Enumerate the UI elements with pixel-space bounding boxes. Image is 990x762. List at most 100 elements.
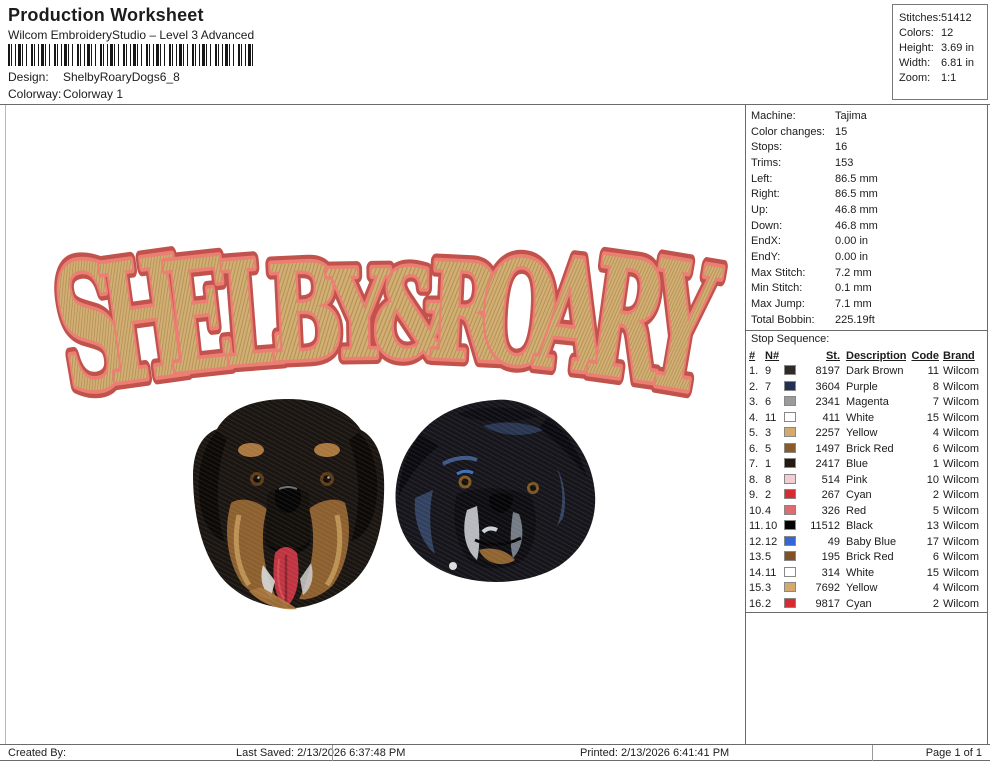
stop-sequence-title: Stop Sequence: <box>751 332 830 345</box>
col-header-swatch <box>782 348 803 364</box>
svg-text:R: R <box>426 234 506 392</box>
row-brand: Wilcom <box>943 473 980 486</box>
row-brand: Wilcom <box>943 442 980 455</box>
machine-info-row: Trims: 153 <box>746 155 987 171</box>
design-barcode <box>8 44 254 66</box>
row-stitches: 314 <box>821 566 840 579</box>
machine-info-label: Trims: <box>751 156 782 169</box>
stats-label: Width: <box>899 57 931 69</box>
dog-right-illustration <box>395 399 596 582</box>
row-num: 11. <box>749 520 764 533</box>
color-swatch <box>784 380 796 391</box>
design-preview: S H E L B Y & R O A R Y S H E L B Y & R O A R Y <box>5 105 745 744</box>
machine-info-row: Left: 86.5 mm <box>746 171 987 187</box>
colorway-row: Colorway: Colorway 1 <box>8 87 123 101</box>
row-description: Pink <box>846 473 868 486</box>
row-num: 7. <box>749 458 759 471</box>
row-description: Baby Blue <box>846 535 897 548</box>
row-code: 2 <box>932 597 939 610</box>
machine-info-row: Max Stitch: 7.2 mm <box>746 265 987 281</box>
col-header-description: Description <box>846 349 906 362</box>
app-subtitle: Wilcom EmbroideryStudio – Level 3 Advanc… <box>8 28 255 42</box>
machine-info-row: Total Bobbin: 225.19ft <box>746 312 987 328</box>
row-stitches: 411 <box>822 411 840 424</box>
machine-info-value: 0.00 in <box>835 251 869 264</box>
stats-value: 12 <box>941 27 954 39</box>
row-code: 11 <box>927 365 939 378</box>
machine-info-row: Up: 46.8 mm <box>746 202 987 218</box>
row-stitches: 3604 <box>815 380 840 393</box>
stop-sequence-row: 9. 2 267 Cyan 2 Wilcom <box>746 488 984 504</box>
row-code: 13 <box>926 520 939 533</box>
row-needle: 4 <box>765 504 772 517</box>
row-brand: Wilcom <box>943 535 980 548</box>
row-num: 5. <box>749 427 759 440</box>
row-num: 12. <box>749 535 765 548</box>
machine-info-block: Machine: Tajima Color changes: 15 Stops:… <box>746 105 987 328</box>
machine-info-value: 46.8 mm <box>835 203 878 216</box>
stop-sequence-row: 3. 6 2341 Magenta 7 Wilcom <box>746 395 984 411</box>
row-stitches: 1497 <box>815 442 840 455</box>
machine-info-label: Min Stitch: <box>751 282 803 295</box>
row-description: Blue <box>846 458 869 471</box>
row-needle: 3 <box>765 582 772 595</box>
row-brand: Wilcom <box>943 458 980 471</box>
stop-sequence-row: 16. 2 9817 Cyan 2 Wilcom <box>746 596 984 612</box>
color-swatch <box>784 396 796 407</box>
row-stitches: 11512 <box>810 520 840 533</box>
row-brand: Wilcom <box>943 566 980 579</box>
svg-text:B: B <box>265 234 346 392</box>
row-code: 5 <box>932 504 939 517</box>
row-num: 8. <box>749 473 759 486</box>
row-code: 6 <box>932 442 939 455</box>
design-name-row: Design: ShelbyRoaryDogs6_8 <box>8 70 180 84</box>
row-description: Cyan <box>846 597 872 610</box>
machine-info-panel: Machine: Tajima Color changes: 15 Stops:… <box>745 105 988 744</box>
row-num: 14. <box>749 566 765 579</box>
row-description: Yellow <box>846 427 878 440</box>
color-swatch <box>784 566 796 577</box>
row-needle: 2 <box>765 489 772 502</box>
row-needle: 12 <box>765 535 778 548</box>
col-header-brand: Brand <box>943 349 975 362</box>
row-needle: 9 <box>765 365 772 378</box>
row-stitches: 514 <box>821 473 840 486</box>
page-number: Page 1 of 1 <box>925 747 982 759</box>
machine-info-label: Stops: <box>751 141 783 154</box>
stop-sequence-row: 14. 11 314 White 15 Wilcom <box>746 565 984 581</box>
row-needle: 5 <box>765 442 772 455</box>
color-swatch <box>784 473 796 484</box>
design-value: ShelbyRoaryDogs6_8 <box>63 70 180 84</box>
footer-cell-divider <box>872 745 873 761</box>
row-brand: Wilcom <box>943 504 980 517</box>
stop-sequence-row: 4. 11 411 White 15 Wilcom <box>746 410 984 426</box>
machine-info-label: Max Jump: <box>751 298 805 311</box>
row-needle: 11 <box>765 411 777 424</box>
stop-sequence-header-row: # N# St. Description Code Brand <box>746 348 984 364</box>
color-swatch <box>784 442 796 453</box>
row-stitches: 2417 <box>815 458 840 471</box>
row-brand: Wilcom <box>943 520 980 533</box>
machine-info-label: Left: <box>751 172 773 185</box>
machine-info-value: 15 <box>835 125 848 138</box>
row-stitches: 195 <box>821 551 840 564</box>
stop-sequence-row: 7. 1 2417 Blue 1 Wilcom <box>746 457 984 473</box>
row-needle: 6 <box>765 396 772 409</box>
dog-left-illustration <box>193 399 385 610</box>
color-swatch <box>784 489 796 500</box>
row-description: Purple <box>846 380 878 393</box>
footer-bar: Created By: Last Saved: 2/13/2026 6:37:4… <box>0 744 990 761</box>
row-code: 1 <box>932 458 939 471</box>
row-code: 6 <box>932 551 939 564</box>
row-num: 6. <box>749 442 759 455</box>
row-stitches: 267 <box>821 489 840 502</box>
machine-info-label: Up: <box>751 203 769 216</box>
row-num: 3. <box>749 396 759 409</box>
col-header-stitches: St. <box>825 349 840 362</box>
machine-info-label: Color changes: <box>751 125 825 138</box>
machine-info-row: EndY: 0.00 in <box>746 249 987 265</box>
row-code: 17 <box>926 535 939 548</box>
machine-info-value: 7.1 mm <box>835 298 872 311</box>
col-header-num: # <box>749 349 756 362</box>
